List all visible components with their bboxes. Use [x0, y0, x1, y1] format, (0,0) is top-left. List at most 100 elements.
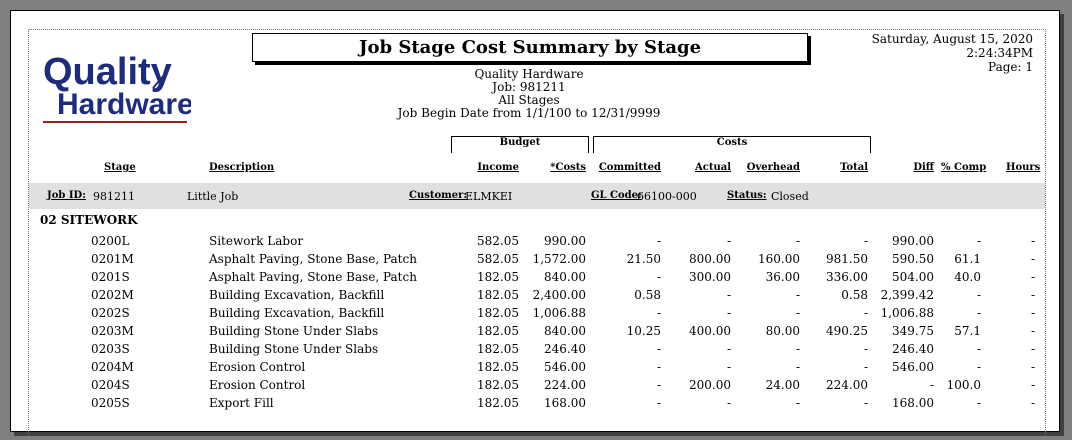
- date-range: Job Begin Date from 1/1/100 to 12/31/999…: [397, 106, 661, 120]
- row-committed: -: [656, 270, 661, 284]
- job-id: 981211: [93, 190, 135, 203]
- row-actual: 400.00: [689, 324, 731, 338]
- row-total: 981.50: [826, 252, 868, 266]
- col-hours: Hours: [1006, 162, 1041, 173]
- row-description: Building Excavation, Backfill: [209, 288, 385, 302]
- row-description: Sitework Labor: [209, 234, 304, 248]
- customer-value: ELMKEI: [465, 190, 513, 203]
- row-costs: 2,400.00: [532, 288, 586, 302]
- row-hours: -: [1030, 270, 1035, 284]
- row-overhead: -: [795, 288, 800, 302]
- row-overhead: 36.00: [765, 270, 800, 284]
- row-income: 582.05: [477, 234, 519, 248]
- svg-text:Hardware: Hardware: [57, 88, 191, 121]
- job-name: Little Job: [187, 190, 239, 203]
- row-hours: -: [1030, 342, 1035, 356]
- row-stage: 0205S: [91, 396, 130, 410]
- row-pct-comp: -: [976, 234, 981, 248]
- row-hours: -: [1030, 234, 1035, 248]
- row-costs: 840.00: [544, 324, 586, 338]
- table-row: 0204M Erosion Control 182.05 546.00 - - - - 546.…: [29, 358, 1045, 376]
- table-row: 0205S Export Fill 182.05 168.00 - - - - 168.00 - -: [29, 394, 1045, 412]
- row-total: -: [863, 306, 868, 320]
- row-costs: 990.00: [544, 234, 586, 248]
- row-overhead: 24.00: [765, 378, 800, 392]
- row-stage: 0201M: [91, 252, 134, 266]
- gl-code-value: 66100-000: [637, 190, 697, 203]
- row-pct-comp: -: [976, 396, 981, 410]
- job-info-bar: Job ID: 981211 Little Job Customer: ELMK…: [29, 183, 1045, 209]
- row-income: 182.05: [477, 306, 519, 320]
- col-description: Description: [209, 162, 275, 173]
- row-income: 582.05: [477, 252, 519, 266]
- row-committed: -: [656, 342, 661, 356]
- report-body: Quality Hardware Job Stage Cost Summary …: [28, 29, 1046, 440]
- costs-group-header: Costs: [593, 136, 871, 153]
- row-diff: 2,399.42: [880, 288, 934, 302]
- row-overhead: -: [795, 234, 800, 248]
- budget-group-header: Budget: [451, 136, 589, 153]
- row-hours: -: [1030, 324, 1035, 338]
- table-row: 0203S Building Stone Under Slabs 182.05 246…: [29, 340, 1045, 358]
- row-pct-comp: 61.1: [954, 252, 981, 266]
- row-costs: 840.00: [544, 270, 586, 284]
- company-name: Quality Hardware: [474, 67, 584, 81]
- row-costs: 1,572.00: [532, 252, 586, 266]
- row-diff: 246.40: [892, 342, 934, 356]
- row-stage: 0204S: [91, 378, 130, 392]
- row-actual: 200.00: [689, 378, 731, 392]
- row-income: 182.05: [477, 378, 519, 392]
- col-total: Total: [840, 162, 868, 173]
- col-actual: Actual: [694, 162, 731, 173]
- quality-hardware-logo: Quality Hardware: [43, 51, 191, 123]
- row-description: Asphalt Paving, Stone Base, Patch: [209, 252, 417, 266]
- row-costs: 246.40: [544, 342, 586, 356]
- row-overhead: 80.00: [765, 324, 800, 338]
- row-total: -: [863, 396, 868, 410]
- customer-label: Customer:: [409, 190, 468, 201]
- table-row: 0201S Asphalt Paving, Stone Base, Patch 18…: [29, 268, 1045, 286]
- table-row: 0202M Building Excavation, Backfill 182.05…: [29, 286, 1045, 304]
- row-pct-comp: 40.0: [954, 270, 981, 284]
- row-costs: 1,006.88: [532, 306, 586, 320]
- row-stage: 0200L: [91, 234, 130, 248]
- col-diff: Diff: [913, 162, 934, 173]
- stage-filter: All Stages: [498, 93, 560, 107]
- status-label: Status:: [727, 190, 767, 201]
- row-income: 182.05: [477, 360, 519, 374]
- row-committed: -: [656, 396, 661, 410]
- row-diff: 590.50: [892, 252, 934, 266]
- row-description: Building Excavation, Backfill: [209, 306, 385, 320]
- row-description: Erosion Control: [209, 378, 306, 392]
- section-header: 02 SITEWORK: [40, 213, 138, 227]
- row-description: Export Fill: [209, 396, 274, 410]
- row-income: 182.05: [477, 288, 519, 302]
- row-committed: -: [656, 234, 661, 248]
- row-income: 182.05: [477, 324, 519, 338]
- report-title: Job Stage Cost Summary by Stage: [252, 33, 808, 62]
- row-diff: 504.00: [892, 270, 934, 284]
- report-datetime: Saturday, August 15, 2020 2:24:34PM Page…: [872, 32, 1033, 74]
- row-hours: -: [1030, 306, 1035, 320]
- row-overhead: -: [795, 360, 800, 374]
- row-pct-comp: 100.0: [946, 378, 981, 392]
- row-hours: -: [1030, 252, 1035, 266]
- report-page: Quality Hardware Job Stage Cost Summary …: [10, 10, 1060, 440]
- row-income: 182.05: [477, 270, 519, 284]
- table-row: 0203M Building Stone Under Slabs 182.05 840…: [29, 322, 1045, 340]
- row-costs: 224.00: [544, 378, 586, 392]
- table-row: 0204S Erosion Control 182.05 224.00 - 200.00 2…: [29, 376, 1045, 394]
- row-pct-comp: -: [976, 306, 981, 320]
- row-actual: -: [726, 288, 731, 302]
- row-committed: 0.58: [634, 288, 661, 302]
- row-diff: 349.75: [892, 324, 934, 338]
- row-actual: -: [726, 360, 731, 374]
- row-pct-comp: -: [976, 288, 981, 302]
- report-time: 2:24:34PM: [966, 46, 1033, 60]
- job-number: Job: 981211: [492, 80, 566, 94]
- col-costs: *Costs: [550, 162, 586, 173]
- row-total: -: [863, 360, 868, 374]
- col-committed: Committed: [598, 162, 661, 173]
- col-overhead: Overhead: [746, 162, 800, 173]
- report-date: Saturday, August 15, 2020: [871, 32, 1033, 46]
